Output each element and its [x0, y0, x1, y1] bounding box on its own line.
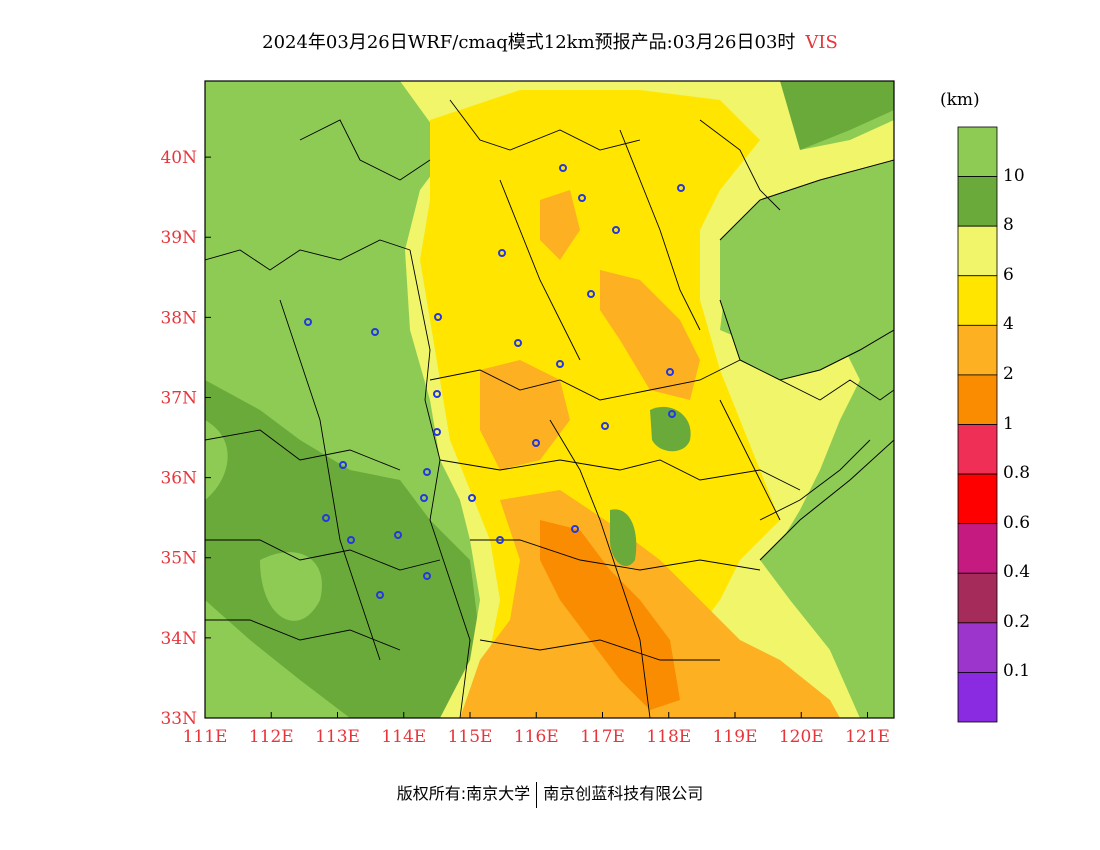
legend-label: 2: [1003, 363, 1014, 384]
legend-colorbar: [957, 126, 998, 723]
legend-swatch: [957, 126, 998, 177]
lat-tick-label: 36N: [160, 469, 197, 489]
lat-tick-label: 40N: [160, 148, 197, 168]
field-visibility-8-10km-ne: [770, 81, 894, 150]
city-marker: [571, 525, 579, 533]
legend-swatch: [957, 473, 998, 525]
city-marker: [339, 461, 347, 469]
legend-label: 8: [1003, 215, 1014, 236]
field-green-patch-2: [260, 552, 322, 621]
city-marker: [601, 422, 609, 430]
city-marker: [394, 531, 402, 539]
legend-swatch: [957, 324, 998, 376]
legend-label: 10: [1003, 165, 1025, 186]
lat-tick-label: 34N: [160, 629, 197, 649]
legend-swatch: [957, 176, 998, 227]
city-marker: [347, 536, 355, 544]
legend-swatch: [957, 622, 998, 673]
city-marker: [322, 514, 330, 522]
city-marker: [587, 290, 595, 298]
city-marker: [578, 194, 586, 202]
lon-tick-label: 116E: [514, 727, 559, 747]
legend-swatch: [957, 225, 998, 277]
lat-tick-label: 38N: [160, 308, 197, 328]
field-2-4km-c: [480, 360, 570, 470]
lat-tick-label: 39N: [160, 228, 197, 248]
lon-tick-label: 113E: [315, 727, 360, 747]
city-markers: [304, 164, 685, 599]
legend-label: 0.1: [1003, 661, 1031, 682]
admin-boundaries: [205, 99, 894, 718]
lat-tick-label: 33N: [160, 709, 197, 729]
legend-label: 0.8: [1003, 463, 1031, 484]
field-sea-yellow: [760, 440, 894, 718]
legend-swatch: [957, 374, 998, 425]
lon-tick-label: 111E: [183, 727, 228, 747]
city-marker: [612, 226, 620, 234]
city-marker: [666, 368, 674, 376]
field-green-patch: [205, 420, 228, 500]
title-main: 2024年03月26日WRF/cmaq模式12km预报产品:03月26日03时: [262, 32, 796, 53]
field-2-4km-b: [600, 270, 700, 400]
city-marker: [514, 339, 522, 347]
field-2-4km-a: [540, 190, 580, 260]
copyright-owner: 版权所有:南京大学: [396, 784, 531, 803]
legend-label: 0.6: [1003, 512, 1031, 533]
field-visibility-1-2km: [540, 520, 680, 710]
lon-tick-label: 121E: [845, 727, 890, 747]
city-marker: [304, 318, 312, 326]
copyright-separator: [536, 781, 538, 808]
lon-tick-label: 117E: [580, 727, 625, 747]
legend-label: 0.2: [1003, 611, 1031, 632]
lon-tick-label: 120E: [779, 727, 824, 747]
title-variable: VIS: [805, 32, 838, 53]
legend-label: 4: [1003, 314, 1014, 335]
city-marker: [433, 390, 441, 398]
coastline: [719, 159, 894, 561]
copyright-company: 南京创蓝科技有限公司: [543, 784, 704, 803]
field-visibility-4-6km: [420, 90, 780, 718]
city-marker: [434, 313, 442, 321]
field-visibility-8-10km-west: [205, 380, 480, 718]
city-marker: [371, 328, 379, 336]
lon-tick-label: 119E: [713, 727, 758, 747]
copyright: 版权所有:南京大学 南京创蓝科技有限公司: [0, 780, 1100, 808]
lon-tick-label: 112E: [249, 727, 294, 747]
legend-swatch: [957, 672, 998, 723]
legend-swatch: [957, 275, 998, 326]
city-marker: [376, 591, 384, 599]
lon-tick-label: 115E: [448, 727, 493, 747]
field-sea-bohai: [720, 160, 894, 380]
city-marker: [668, 410, 676, 418]
legend-unit: (km): [940, 90, 980, 110]
map-frame: [204, 80, 895, 719]
legend-label: 0.4: [1003, 562, 1031, 583]
legend-swatch: [957, 424, 998, 475]
lon-tick-label: 114E: [381, 727, 426, 747]
chart-title: 2024年03月26日WRF/cmaq模式12km预报产品:03月26日03时 V…: [0, 28, 1100, 54]
city-marker: [532, 439, 540, 447]
legend-swatch: [957, 523, 998, 574]
city-marker: [677, 184, 685, 192]
city-marker: [468, 494, 476, 502]
city-marker: [556, 360, 564, 368]
city-marker: [433, 428, 441, 436]
city-marker: [498, 249, 506, 257]
map-field: [205, 81, 894, 718]
lat-tick-label: 35N: [160, 549, 197, 569]
legend-label: 1: [1003, 413, 1014, 434]
lat-tick-label: 37N: [160, 388, 197, 408]
city-marker: [423, 572, 431, 580]
city-marker: [496, 536, 504, 544]
legend-label: 6: [1003, 264, 1014, 285]
field-green-island-b: [610, 509, 637, 567]
city-marker: [559, 164, 567, 172]
legend-swatch: [957, 572, 998, 624]
city-marker: [420, 494, 428, 502]
axis-ticks: 111E 112E 113E 114E 115E 116E 117E 118E 119E 120E…: [160, 148, 889, 747]
field-green-island-a: [650, 406, 691, 452]
lon-tick-label: 118E: [646, 727, 691, 747]
city-marker: [423, 468, 431, 476]
